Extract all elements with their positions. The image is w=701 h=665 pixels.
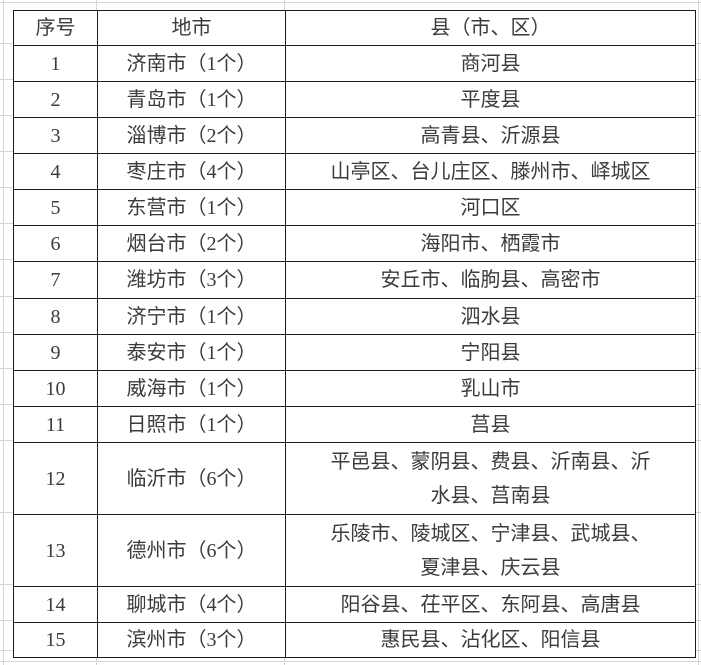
col-header-serial: 序号 bbox=[13, 10, 98, 46]
cell-counties: 平度县 bbox=[285, 81, 696, 118]
cell-city: 枣庄市（4个） bbox=[97, 153, 286, 190]
table-row: 5 东营市（1个） 河口区 bbox=[13, 189, 696, 226]
cell-serial: 10 bbox=[13, 370, 98, 407]
cell-counties: 阳谷县、茌平区、东阿县、高唐县 bbox=[285, 586, 696, 623]
table-row: 7 潍坊市（3个） 安丘市、临朐县、高密市 bbox=[13, 261, 696, 299]
cell-counties: 莒县 bbox=[285, 406, 696, 443]
cell-city: 泰安市（1个） bbox=[97, 334, 286, 371]
cell-counties: 高青县、沂源县 bbox=[285, 117, 696, 154]
gridline-horizontal bbox=[0, 2, 701, 3]
cell-city: 济宁市（1个） bbox=[97, 298, 286, 335]
table-row: 11 日照市（1个） 莒县 bbox=[13, 406, 696, 443]
cell-counties: 平邑县、蒙阴县、费县、沂南县、沂水县、莒南县 bbox=[285, 442, 696, 515]
cell-serial: 14 bbox=[13, 586, 98, 623]
cell-counties: 安丘市、临朐县、高密市 bbox=[285, 261, 696, 299]
cell-counties: 泗水县 bbox=[285, 298, 696, 335]
table-row: 1 济南市（1个） 商河县 bbox=[13, 45, 696, 82]
col-header-city: 地市 bbox=[97, 10, 286, 46]
cell-serial: 9 bbox=[13, 334, 98, 371]
cell-serial: 11 bbox=[13, 406, 98, 443]
cell-serial: 8 bbox=[13, 298, 98, 335]
cell-city: 淄博市（2个） bbox=[97, 117, 286, 154]
cell-city: 烟台市（2个） bbox=[97, 225, 286, 262]
table-row: 13 德州市（6个） 乐陵市、陵城区、宁津县、武城县、夏津县、庆云县 bbox=[13, 514, 696, 587]
cell-serial: 2 bbox=[13, 81, 98, 118]
table-row: 12 临沂市（6个） 平邑县、蒙阴县、费县、沂南县、沂水县、莒南县 bbox=[13, 442, 696, 515]
cell-serial: 6 bbox=[13, 225, 98, 262]
cell-city: 威海市（1个） bbox=[97, 370, 286, 407]
table-row: 3 淄博市（2个） 高青县、沂源县 bbox=[13, 117, 696, 154]
cell-counties: 海阳市、栖霞市 bbox=[285, 225, 696, 262]
cell-counties: 惠民县、沾化区、阳信县 bbox=[285, 622, 696, 658]
cell-counties: 山亭区、台儿庄区、滕州市、峄城区 bbox=[285, 153, 696, 190]
cell-serial: 13 bbox=[13, 514, 98, 587]
table-row: 10 威海市（1个） 乳山市 bbox=[13, 370, 696, 407]
cell-city: 聊城市（4个） bbox=[97, 586, 286, 623]
cell-counties: 乳山市 bbox=[285, 370, 696, 407]
table-row: 6 烟台市（2个） 海阳市、栖霞市 bbox=[13, 225, 696, 262]
cell-city: 日照市（1个） bbox=[97, 406, 286, 443]
cell-city: 济南市（1个） bbox=[97, 45, 286, 82]
header-row: 序号 地市 县（市、区） bbox=[13, 10, 696, 46]
cell-counties: 商河县 bbox=[285, 45, 696, 82]
cell-city: 青岛市（1个） bbox=[97, 81, 286, 118]
cell-serial: 5 bbox=[13, 189, 98, 226]
gridline-horizontal bbox=[0, 661, 701, 662]
cell-counties: 乐陵市、陵城区、宁津县、武城县、夏津县、庆云县 bbox=[285, 514, 696, 587]
col-header-counties: 县（市、区） bbox=[285, 10, 696, 46]
gridline-vertical bbox=[3, 0, 4, 665]
cell-serial: 7 bbox=[13, 261, 98, 299]
cell-city: 德州市（6个） bbox=[97, 514, 286, 587]
cell-city: 滨州市（3个） bbox=[97, 622, 286, 658]
cell-serial: 12 bbox=[13, 442, 98, 515]
cell-serial: 4 bbox=[13, 153, 98, 190]
table-row: 14 聊城市（4个） 阳谷县、茌平区、东阿县、高唐县 bbox=[13, 586, 696, 623]
table-row: 2 青岛市（1个） 平度县 bbox=[13, 81, 696, 118]
county-table: 序号 地市 县（市、区） 1 济南市（1个） 商河县 2 青岛市（1个） 平度县 3 淄博市（… bbox=[13, 10, 696, 658]
cell-city: 临沂市（6个） bbox=[97, 442, 286, 515]
cell-counties: 宁阳县 bbox=[285, 334, 696, 371]
cell-serial: 15 bbox=[13, 622, 98, 658]
gridline-vertical bbox=[698, 0, 699, 665]
cell-serial: 3 bbox=[13, 117, 98, 154]
table-row: 8 济宁市（1个） 泗水县 bbox=[13, 298, 696, 335]
table-body: 1 济南市（1个） 商河县 2 青岛市（1个） 平度县 3 淄博市（2个） 高青县、沂源县 4 枣庄… bbox=[13, 45, 696, 658]
table-row: 4 枣庄市（4个） 山亭区、台儿庄区、滕州市、峄城区 bbox=[13, 153, 696, 190]
cell-counties: 河口区 bbox=[285, 189, 696, 226]
table-row: 9 泰安市（1个） 宁阳县 bbox=[13, 334, 696, 371]
table-row: 15 滨州市（3个） 惠民县、沾化区、阳信县 bbox=[13, 622, 696, 658]
cell-city: 潍坊市（3个） bbox=[97, 261, 286, 299]
cell-city: 东营市（1个） bbox=[97, 189, 286, 226]
cell-serial: 1 bbox=[13, 45, 98, 82]
